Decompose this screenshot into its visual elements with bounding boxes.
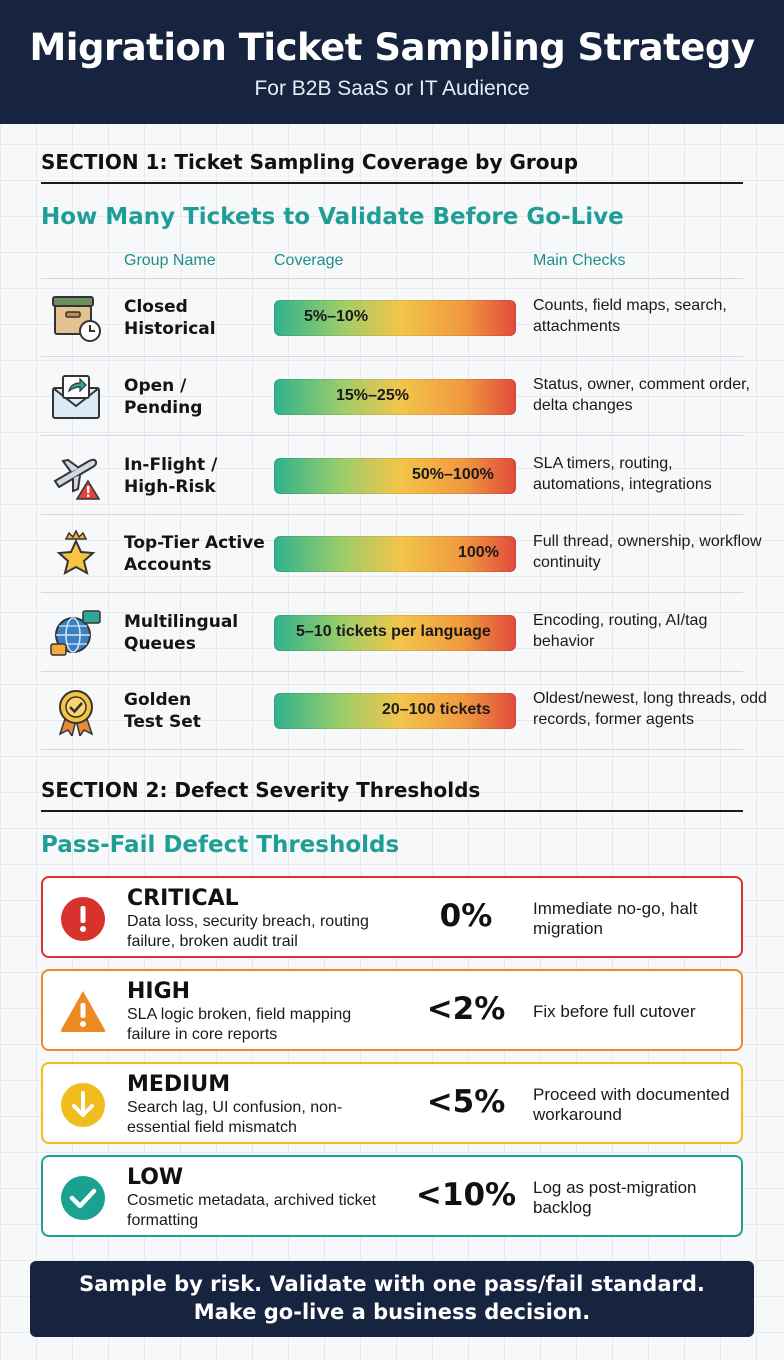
severity-action: Log as post-migration backlog: [533, 1178, 697, 1217]
severity-threshold: <10%: [415, 1177, 517, 1213]
severity-level: CRITICAL: [127, 886, 239, 911]
group-name: Open / Pending: [124, 376, 203, 418]
footer-line-1: Sample by risk. Validate with one pass/f…: [79, 1272, 705, 1296]
severity-threshold: <2%: [426, 991, 506, 1027]
group-name: Closed Historical: [124, 297, 216, 339]
coverage-bar: 50%–100%: [274, 458, 516, 494]
table-row-open-pending: Open / Pending 15%–25% Status, owner, com…: [41, 358, 750, 436]
severity-description: Cosmetic metadata, archived ticket forma…: [127, 1192, 376, 1229]
table-row-in-flight: In-Flight / High-Risk 50%–100% SLA timers…: [41, 437, 743, 515]
main-checks: Status, owner, comment order, delta chan…: [533, 376, 750, 414]
severity-description: Data loss, security breach, routing fail…: [127, 913, 369, 950]
severity-level: LOW: [127, 1165, 184, 1190]
severity-threshold: 0%: [439, 898, 493, 934]
severity-action: Fix before full cutover: [533, 1002, 696, 1021]
award-badge-icon: [58, 690, 94, 736]
coverage-value: 15%–25%: [336, 387, 409, 404]
coverage-bar: 100%: [274, 536, 516, 572]
main-checks: Full thread, ownership, workflow continu…: [533, 533, 762, 571]
severity-card-critical: CRITICAL Data loss, security breach, rou…: [41, 876, 743, 958]
severity-threshold: <5%: [426, 1084, 506, 1120]
main-checks: SLA timers, routing, automations, integr…: [533, 455, 712, 493]
star-crown-icon: [56, 529, 96, 575]
arrow-down-circle-icon: [61, 1083, 105, 1127]
footer-line-2: Make go-live a business decision.: [193, 1300, 591, 1324]
severity-action: Proceed with documented workaround: [533, 1085, 730, 1124]
coverage-bar: 5%–10%: [274, 300, 516, 336]
severity-action: Immediate no-go, halt migration: [533, 899, 698, 938]
airplane-warning-icon: [53, 458, 101, 500]
warning-triangle-icon: [60, 991, 106, 1032]
coverage-bar: 20–100 tickets: [274, 693, 516, 729]
section-1-title: SECTION 1: Ticket Sampling Coverage by G…: [41, 150, 743, 184]
coverage-bar: 5–10 tickets per language: [274, 615, 516, 651]
table-divider: [41, 278, 743, 279]
main-checks: Encoding, routing, AI/tag behavior: [533, 612, 708, 650]
table-row-closed-historical: Closed Historical 5%–10% Counts, field ma…: [41, 279, 743, 357]
severity-card-low: LOW Cosmetic metadata, archived ticket f…: [41, 1155, 743, 1237]
main-checks: Counts, field maps, search, attachments: [533, 297, 727, 335]
coverage-value: 50%–100%: [412, 466, 494, 483]
main-checks: Oldest/newest, long threads, odd records…: [533, 690, 767, 728]
section-1-subtitle: How Many Tickets to Validate Before Go-L…: [41, 204, 624, 230]
severity-description: SLA logic broken, field mapping failure …: [127, 1006, 352, 1043]
column-header-coverage: Coverage: [274, 252, 344, 269]
globe-chat-icon: [50, 610, 101, 656]
group-name: In-Flight / High-Risk: [124, 455, 218, 497]
severity-card-medium: MEDIUM Search lag, UI confusion, non-ess…: [41, 1062, 743, 1144]
check-circle-icon: [61, 1176, 105, 1220]
coverage-value: 5%–10%: [304, 308, 369, 325]
table-row-multilingual: Multilingual Queues 5–10 tickets per lang…: [41, 594, 743, 672]
severity-description: Search lag, UI confusion, non-essential …: [127, 1099, 343, 1136]
coverage-value: 5–10 tickets per language: [296, 623, 491, 640]
severity-card-high: HIGH SLA logic broken, field mapping fai…: [41, 969, 743, 1051]
page-title: Migration Ticket Sampling Strategy: [29, 26, 755, 69]
archive-box-clock-icon: [52, 296, 101, 342]
envelope-forward-icon: [52, 375, 100, 419]
group-name: Top-Tier Active Accounts: [124, 533, 265, 575]
coverage-value: 100%: [458, 544, 499, 561]
page-subtitle: For B2B SaaS or IT Audience: [254, 77, 530, 100]
group-name: Multilingual Queues: [124, 612, 239, 654]
table-row-top-tier: Top-Tier Active Accounts 100% Full thread…: [41, 515, 762, 593]
column-header-group: Group Name: [124, 252, 216, 269]
section-2-subtitle: Pass-Fail Defect Thresholds: [41, 832, 400, 858]
coverage-value: 20–100 tickets: [382, 701, 491, 718]
section-2-title: SECTION 2: Defect Severity Thresholds: [41, 778, 743, 812]
coverage-bar: 15%–25%: [274, 379, 516, 415]
severity-level: HIGH: [127, 979, 191, 1004]
column-header-checks: Main Checks: [533, 252, 626, 269]
footer-banner: Sample by risk. Validate with one pass/f…: [30, 1261, 754, 1337]
group-name: Golden Test Set: [124, 690, 201, 732]
severity-level: MEDIUM: [127, 1072, 231, 1097]
table-row-golden-test-set: Golden Test Set 20–100 tickets Oldest/new…: [41, 672, 767, 750]
exclamation-circle-icon: [61, 897, 105, 941]
header-banner: Migration Ticket Sampling Strategy For B…: [0, 0, 784, 124]
